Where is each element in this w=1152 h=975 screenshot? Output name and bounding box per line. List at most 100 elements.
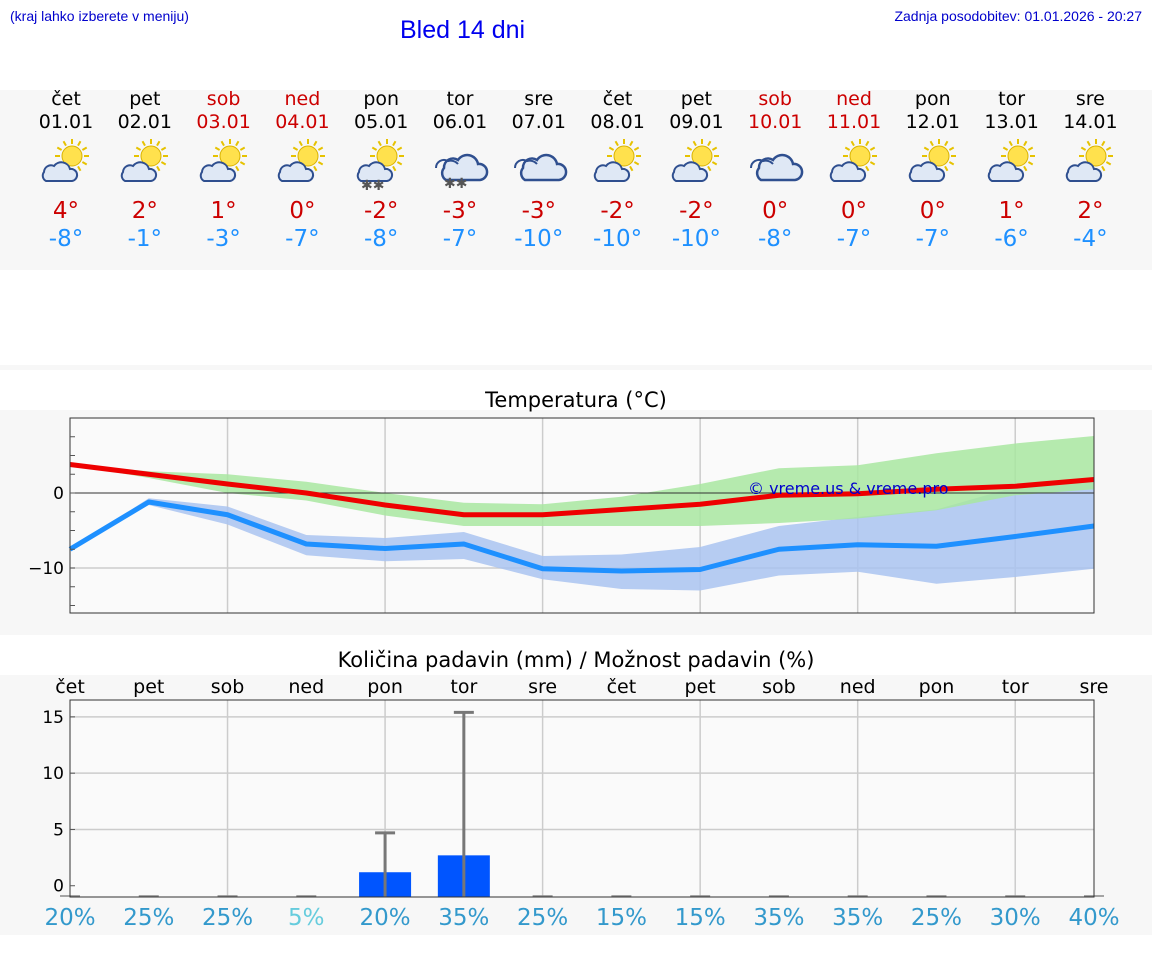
temp-max: -2° — [679, 198, 714, 224]
day-date: 14.01 — [1063, 111, 1118, 133]
y-tick-label: 0 — [53, 484, 64, 504]
temperature-chart: 0 −10 © vreme.us & vreme.pro — [28, 417, 1095, 614]
temp-min: -1° — [127, 226, 163, 252]
cloud-icon — [745, 138, 805, 193]
forecast-strip — [0, 90, 1152, 270]
day-name: ned — [284, 88, 321, 110]
temp-max: 1° — [210, 198, 237, 224]
temp-min: -3° — [206, 226, 241, 252]
y-tick-label: 15 — [42, 708, 64, 728]
precip-probability: 35% — [438, 905, 490, 931]
precip-day-label: pet — [133, 676, 165, 698]
temp-min: -7° — [442, 226, 478, 252]
day-name: čet — [602, 88, 633, 110]
temp-max: -2° — [363, 198, 399, 224]
temp-min: -10° — [514, 226, 564, 252]
day-name: pon — [363, 88, 400, 110]
sun-cloud-icon — [824, 138, 884, 193]
y-tick-label: −10 — [28, 559, 64, 579]
precip-day-label: čet — [606, 676, 637, 698]
y-tick-label: 5 — [53, 820, 64, 840]
precip-probability: 25% — [517, 905, 569, 931]
y-tick-label: 0 — [53, 877, 64, 897]
precip-probability: 5% — [288, 905, 325, 931]
precip-day-label: pon — [918, 676, 955, 698]
day-name: tor — [446, 88, 474, 110]
day-date: 08.01 — [590, 111, 645, 133]
day-name: pon — [914, 88, 951, 110]
day-date: 02.01 — [117, 111, 172, 133]
day-date: 01.01 — [38, 111, 94, 133]
precip-chart-title: Količina padavin (mm) / Možnost padavin … — [337, 648, 815, 672]
temp-max: -3° — [521, 198, 557, 224]
page-title: Bled 14 dni — [400, 16, 526, 44]
day-name: pet — [129, 88, 161, 110]
temp-min: -8° — [363, 226, 399, 252]
precip-day-label: ned — [288, 676, 325, 698]
precip-probability: 20% — [44, 905, 96, 931]
sun-cloud-icon — [588, 138, 648, 193]
temp-max: 0° — [762, 198, 789, 224]
day-date: 13.01 — [984, 111, 1039, 133]
sun-cloud-snow-icon: ✱✱ — [351, 138, 411, 194]
temp-min: -7° — [285, 226, 320, 252]
day-date: 09.01 — [669, 111, 724, 133]
day-name: ned — [836, 88, 872, 110]
min-temp-range — [70, 481, 1094, 591]
temp-min: -6° — [994, 226, 1029, 252]
day-name: tor — [998, 88, 1026, 110]
max-temp-range — [70, 436, 1094, 526]
divider — [0, 365, 1152, 370]
day-date: 10.01 — [747, 111, 803, 133]
plot-frame — [69, 699, 1095, 898]
min-temp-line — [68, 499, 1095, 574]
last-updated: Zadnja posodobitev: 01.01.2026 - 20:27 — [894, 8, 1142, 24]
precip-day-label: pon — [367, 676, 403, 698]
day-date: 11.01 — [826, 111, 882, 133]
location-hint: (kraj lahko izberete v meniju) — [10, 8, 189, 24]
temp-max: 2° — [131, 198, 158, 224]
temp-chart-title: Temperatura (°C) — [485, 388, 667, 412]
temp-max: 0° — [840, 198, 868, 224]
sun-cloud-icon — [36, 138, 96, 193]
temp-max: 4° — [52, 198, 80, 224]
sun-cloud-icon — [272, 138, 332, 193]
plot-frame — [69, 417, 1095, 614]
precip-probability: 35% — [753, 905, 805, 931]
precip-day-label: sob — [210, 676, 245, 698]
sun-cloud-icon — [115, 138, 175, 193]
day-date: 03.01 — [196, 111, 251, 133]
precip-probability: 15% — [595, 905, 647, 931]
svg-text:✱✱: ✱✱ — [444, 176, 467, 192]
temp-min: -7° — [836, 226, 872, 252]
cloud-snow-icon: ✱✱ — [430, 138, 490, 193]
temp-max: -3° — [442, 198, 478, 224]
day-name: sre — [524, 88, 554, 110]
day-name: čet — [51, 88, 81, 110]
precip-probability: 25% — [910, 905, 963, 931]
sun-cloud-icon — [194, 138, 254, 193]
precip-day-label: sob — [762, 676, 796, 698]
precip-probability: 25% — [201, 905, 254, 931]
precip-probability: 15% — [674, 905, 726, 931]
precip-probability: 40% — [1068, 905, 1120, 931]
temp-max: 2° — [1077, 198, 1104, 224]
temp-min: -7° — [915, 226, 951, 252]
temp-min: -4° — [1073, 226, 1108, 252]
y-tick-label: 10 — [42, 764, 64, 784]
precip-day-label: ned — [839, 676, 876, 698]
precip-probability: 25% — [123, 905, 175, 931]
max-temp-line — [69, 462, 1095, 518]
day-date: 07.01 — [511, 111, 566, 133]
sun-cloud-icon — [982, 138, 1042, 193]
sun-cloud-icon — [903, 138, 963, 193]
temp-max: 1° — [998, 198, 1025, 224]
plot-area — [70, 700, 1094, 897]
day-date: 06.01 — [432, 111, 488, 133]
temp-min: -8° — [48, 226, 84, 252]
day-name: sob — [206, 88, 241, 110]
day-date: 12.01 — [905, 111, 960, 133]
day-name: sob — [758, 88, 792, 110]
precip-probability: 20% — [359, 905, 411, 931]
watermark: © vreme.us & vreme.pro — [748, 479, 949, 498]
